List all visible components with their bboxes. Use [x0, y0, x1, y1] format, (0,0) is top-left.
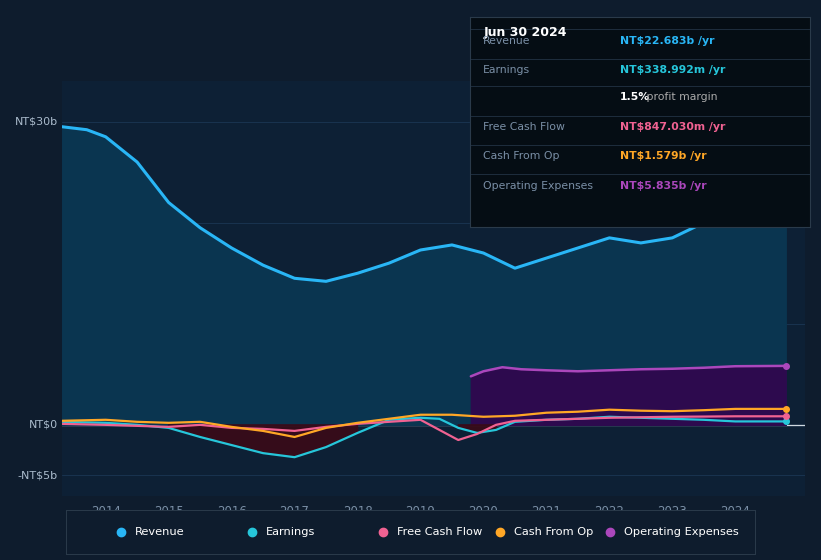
- Text: NT$847.030m /yr: NT$847.030m /yr: [620, 122, 725, 132]
- Text: Jun 30 2024: Jun 30 2024: [484, 26, 566, 39]
- Text: Operating Expenses: Operating Expenses: [624, 527, 739, 537]
- Text: Operating Expenses: Operating Expenses: [484, 180, 594, 190]
- Text: Cash From Op: Cash From Op: [484, 151, 560, 161]
- Text: profit margin: profit margin: [644, 92, 718, 102]
- Text: -NT$5b: -NT$5b: [18, 470, 57, 480]
- Text: Free Cash Flow: Free Cash Flow: [397, 527, 482, 537]
- Text: NT$0: NT$0: [29, 420, 57, 430]
- Text: NT$22.683b /yr: NT$22.683b /yr: [620, 36, 714, 46]
- Text: Earnings: Earnings: [484, 65, 530, 75]
- Text: NT$1.579b /yr: NT$1.579b /yr: [620, 151, 706, 161]
- Text: NT$338.992m /yr: NT$338.992m /yr: [620, 65, 725, 75]
- Text: Revenue: Revenue: [484, 36, 530, 46]
- Text: Earnings: Earnings: [266, 527, 315, 537]
- Text: Revenue: Revenue: [135, 527, 184, 537]
- Text: 1.5%: 1.5%: [620, 92, 649, 102]
- Text: Free Cash Flow: Free Cash Flow: [484, 122, 565, 132]
- Text: Cash From Op: Cash From Op: [514, 527, 594, 537]
- Text: NT$5.835b /yr: NT$5.835b /yr: [620, 180, 706, 190]
- Text: NT$30b: NT$30b: [15, 116, 57, 127]
